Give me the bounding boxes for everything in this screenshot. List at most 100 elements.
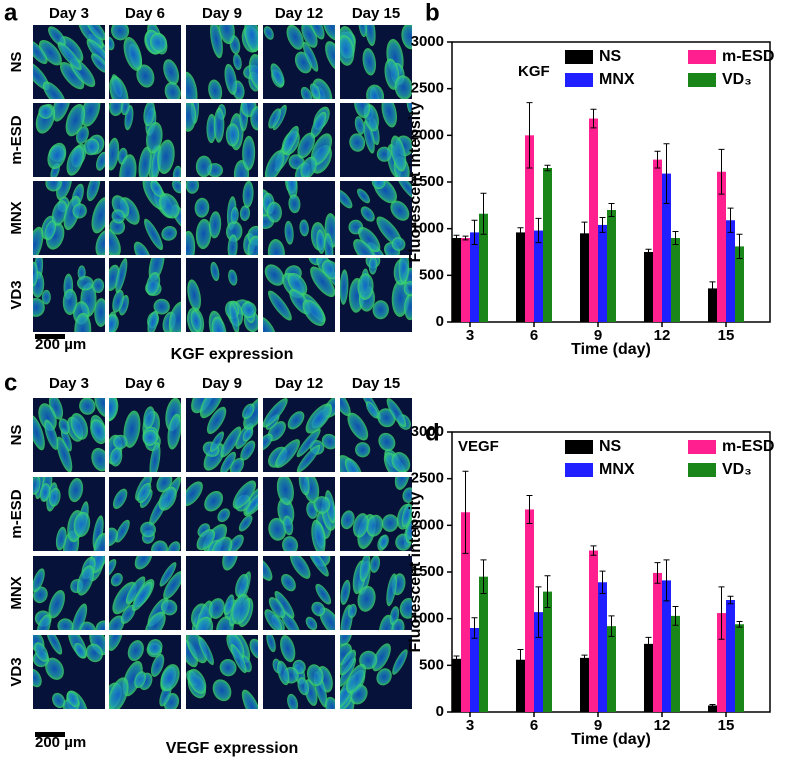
cell: [151, 653, 165, 677]
cell: [186, 230, 196, 255]
bar: [516, 232, 525, 322]
cell: [353, 238, 377, 255]
cell: [298, 477, 310, 496]
cell: [56, 181, 73, 201]
cell: [33, 226, 44, 255]
cell: [401, 502, 412, 528]
cell: [370, 556, 381, 573]
cell: [224, 594, 235, 615]
micrograph: [109, 556, 181, 630]
cell: [39, 483, 51, 502]
cell: [91, 197, 105, 234]
cells: [33, 635, 105, 709]
cell: [248, 53, 258, 90]
cell: [268, 108, 281, 129]
cell: [66, 145, 85, 176]
cell: [160, 664, 180, 692]
cells: [340, 556, 412, 630]
cell: [379, 534, 389, 550]
cell: [235, 573, 249, 598]
bar: [607, 626, 616, 712]
cell: [300, 156, 317, 177]
cell: [249, 638, 258, 659]
error-bar: [645, 636, 652, 651]
cell: [394, 75, 412, 99]
x-axis-title: Time (day): [571, 341, 651, 358]
cell: [86, 181, 101, 202]
cell: [60, 428, 72, 452]
cells: [33, 398, 105, 472]
panel-label: a: [4, 0, 18, 26]
cell: [48, 590, 65, 619]
cell: [401, 25, 412, 50]
cell: [33, 39, 48, 65]
cell: [290, 556, 311, 579]
bar: [461, 512, 470, 712]
cell: [147, 639, 163, 656]
cell: [33, 261, 38, 287]
y-tick-label: 1000: [411, 610, 444, 627]
micrograph: [33, 258, 105, 332]
row-label: VD3: [8, 657, 25, 686]
cell: [163, 59, 180, 85]
error-bar: [480, 559, 487, 594]
error-bar: [581, 221, 588, 246]
cell: [366, 514, 384, 537]
cell: [250, 106, 258, 131]
cell: [143, 103, 156, 127]
cell: [282, 125, 299, 155]
cell: [144, 218, 163, 251]
error-bar: [672, 230, 679, 246]
cell: [208, 79, 223, 99]
cell: [74, 312, 92, 332]
cell: [111, 209, 125, 224]
cell: [287, 411, 305, 430]
y-tick-label: 0: [436, 313, 444, 330]
cell: [66, 690, 80, 707]
cell: [242, 181, 254, 208]
cell: [340, 635, 352, 647]
cells: [109, 25, 181, 99]
cells: [186, 635, 258, 709]
error-bar: [736, 620, 743, 628]
error-bar: [663, 559, 670, 602]
error-bar: [718, 148, 725, 195]
cell: [211, 536, 233, 551]
y-tick-label: 2000: [411, 126, 444, 143]
column-header: Day 15: [352, 375, 400, 392]
cell: [121, 103, 130, 116]
cells: [109, 635, 180, 709]
annotation: VEGF: [458, 438, 499, 455]
cell: [390, 200, 410, 221]
cell: [263, 433, 273, 451]
cells: [33, 556, 105, 630]
cell: [270, 63, 285, 87]
y-tick-label: 0: [436, 703, 444, 720]
cell: [247, 235, 258, 255]
cells: [349, 103, 412, 177]
y-tick-label: 3000: [411, 423, 444, 440]
cell: [325, 41, 335, 72]
cells: [109, 258, 181, 332]
bar: [534, 612, 543, 712]
cell: [302, 299, 326, 327]
cell: [280, 609, 301, 630]
legend-label: VD₃: [722, 71, 752, 88]
cell: [309, 25, 325, 40]
bar: [653, 572, 662, 712]
cell: [186, 635, 208, 664]
cell: [302, 41, 319, 72]
caption: KGF expression: [171, 346, 294, 363]
y-tick-label: 2500: [411, 470, 444, 487]
cell: [33, 568, 45, 593]
bar: [479, 213, 488, 322]
cell: [159, 193, 180, 219]
bar: [543, 168, 552, 322]
cell: [140, 521, 156, 538]
cell: [276, 477, 294, 506]
cells: [186, 480, 258, 551]
cell: [188, 668, 207, 694]
cell: [390, 135, 407, 172]
micrograph: [109, 398, 181, 472]
cell: [156, 477, 173, 493]
